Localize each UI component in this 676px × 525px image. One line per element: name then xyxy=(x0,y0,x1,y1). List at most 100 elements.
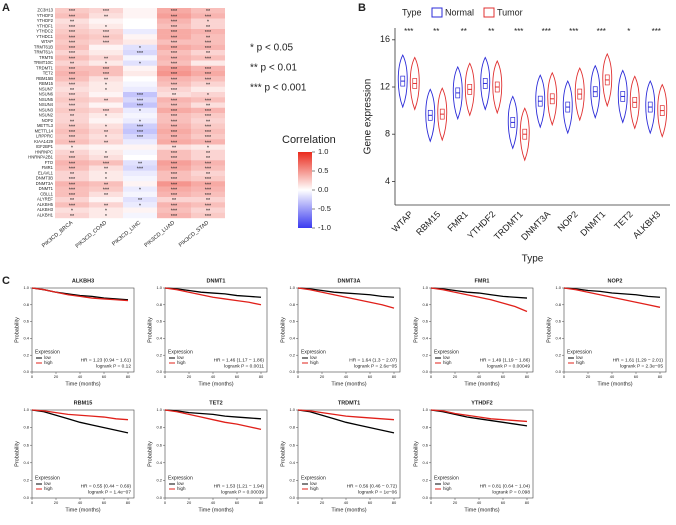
heatmap-cell xyxy=(157,212,191,219)
heatmap-cell xyxy=(89,123,123,129)
significance-star: *** xyxy=(69,156,76,162)
logrank-p: logrank P = 2.3e−05 xyxy=(620,363,663,369)
heatmap-cell xyxy=(55,8,89,14)
significance-star: *** xyxy=(137,98,144,104)
x-tick-label: 20 xyxy=(187,374,192,379)
hazard-ratio: HR = 1.64 (1.3 − 2.07) xyxy=(349,357,397,363)
heatmap-cell xyxy=(123,202,157,208)
heatmap-cell xyxy=(157,207,191,213)
legend-title: Expression xyxy=(35,475,60,481)
heatmap-cell xyxy=(55,170,89,177)
row-label: NSUN6 xyxy=(39,92,54,97)
x-tick-label: 60 xyxy=(235,374,240,379)
significance-star: * xyxy=(139,203,142,209)
heatmap-cell xyxy=(89,191,123,198)
significance-star: * xyxy=(105,177,108,183)
heatmap-cell xyxy=(55,197,89,203)
significance-star: *** xyxy=(171,20,178,26)
heatmap-cell xyxy=(89,86,123,93)
y-tick-label: 0.8 xyxy=(23,302,29,307)
x-tick-label: RBM15 xyxy=(414,209,442,237)
heatmap-cell xyxy=(123,181,157,187)
y-axis-label: Probability xyxy=(14,317,20,343)
survival-curve xyxy=(297,409,395,421)
significance-star: *** xyxy=(171,72,178,78)
heatmap-cell xyxy=(55,176,89,182)
plot-frame xyxy=(164,409,268,499)
column-label: PIK3CD_LUAD xyxy=(144,220,177,249)
y-axis-label: Probability xyxy=(413,317,419,343)
significance-star: *** xyxy=(103,188,110,194)
plot-frame xyxy=(297,287,401,373)
legend-label: low xyxy=(310,355,318,360)
y-axis-label: Probability xyxy=(280,317,286,343)
survival-curve xyxy=(430,287,528,299)
significance-star: *** xyxy=(171,30,178,36)
heatmap-cell xyxy=(157,50,191,56)
x-tick-label: 60 xyxy=(501,500,506,505)
significance-star: *** xyxy=(205,30,212,36)
colorbar-tick-label: 1.0 xyxy=(318,147,328,156)
significance-star: *** xyxy=(542,27,551,36)
heatmap-cell xyxy=(55,165,89,171)
significance-star: *** xyxy=(69,161,76,167)
survival-curve xyxy=(164,409,262,430)
x-tick-label: 0 xyxy=(164,500,167,505)
legend-title: Expression xyxy=(567,349,592,355)
heatmap-cell xyxy=(191,212,225,219)
heatmap-cell xyxy=(157,55,191,61)
y-tick-label: 0.0 xyxy=(156,495,162,500)
y-axis-label: Probability xyxy=(147,441,153,467)
significance-star: * xyxy=(139,188,142,194)
significance-star: ** xyxy=(206,9,211,15)
logrank-p: logrank P = 0.00039 xyxy=(221,489,264,495)
x-tick-label: 40 xyxy=(211,374,216,379)
heatmap-cell xyxy=(191,97,225,103)
survival-curve xyxy=(297,287,395,298)
hazard-ratio: HR = 1.53 (1.21 − 1.94) xyxy=(214,483,265,489)
significance-star: *** xyxy=(69,30,76,36)
plot-frame xyxy=(31,409,135,499)
heatmap-cell xyxy=(191,39,225,45)
y-tick-label: 16 xyxy=(380,34,390,44)
y-tick-label: 0.2 xyxy=(156,352,162,357)
heatmap-cell xyxy=(157,144,191,150)
significance-star: *** xyxy=(69,35,76,41)
row-label: TRMT6 xyxy=(39,55,54,60)
heatmap-cell xyxy=(157,8,191,14)
y-tick-label: 0.2 xyxy=(289,352,295,357)
row-label: NOP2 xyxy=(42,118,54,123)
significance-star: ** xyxy=(104,193,109,199)
significance-star: *** xyxy=(69,46,76,52)
heatmap-cell xyxy=(157,191,191,198)
heatmap-cell xyxy=(157,113,191,119)
x-tick-label: 80 xyxy=(392,500,397,505)
heatmap-cell xyxy=(123,71,157,77)
x-tick-label: 80 xyxy=(392,374,397,379)
significance-star: ** xyxy=(206,104,211,110)
heatmap-cell xyxy=(123,55,157,61)
colorbar-tick-label: -0.5 xyxy=(318,204,331,213)
row-label: FTO xyxy=(45,160,54,165)
x-tick-label: 40 xyxy=(78,500,83,505)
significance-star: ** xyxy=(70,114,75,120)
significance-star: *** xyxy=(69,177,76,183)
significance-star: *** xyxy=(171,130,178,136)
heatmap-cell xyxy=(191,113,225,119)
significance-star: *** xyxy=(171,35,178,41)
y-tick-label: 4 xyxy=(385,176,390,186)
heatmap-cell xyxy=(191,155,225,161)
heatmap-cell xyxy=(89,113,123,119)
x-tick-label: 0 xyxy=(430,374,433,379)
heatmap-cell xyxy=(123,13,157,19)
row-label: METTL3 xyxy=(37,123,54,128)
heatmap-cell xyxy=(55,23,89,30)
x-tick-label: 60 xyxy=(368,374,373,379)
significance-star: *** xyxy=(171,135,178,141)
legend-swatch xyxy=(483,7,495,18)
significance-star: ** xyxy=(206,51,211,57)
plot-frame xyxy=(297,409,401,499)
heatmap-cell xyxy=(55,186,89,192)
x-axis-label: Time (months) xyxy=(198,507,233,513)
legend-label: low xyxy=(443,481,451,486)
